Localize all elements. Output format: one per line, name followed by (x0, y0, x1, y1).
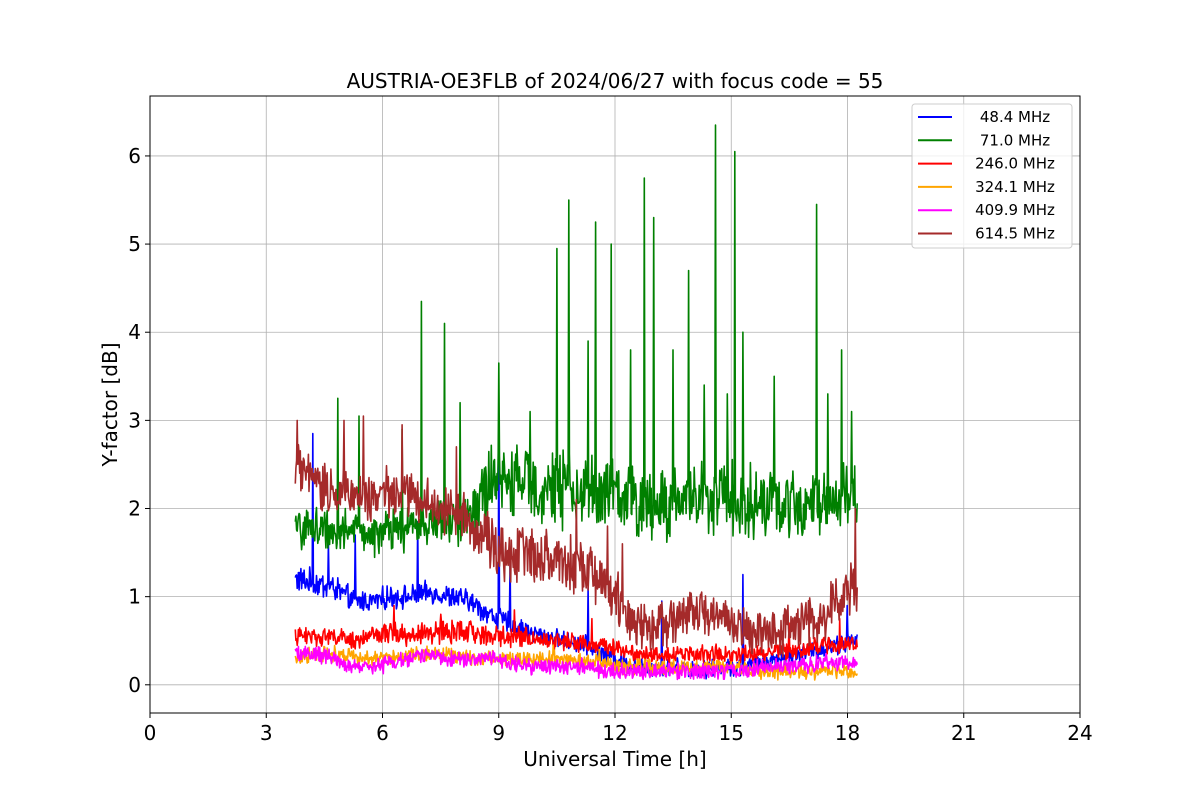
y-tick-label-4: 4 (128, 320, 141, 344)
legend-label-1: 71.0 MHz (980, 131, 1050, 149)
series-line-2 (294, 604, 858, 665)
legend: 48.4 MHz 71.0 MHz 246.0 MHz 324.1 MHz 409.9 … (911, 103, 1073, 249)
x-tick-label-2: 6 (376, 721, 389, 745)
y-tick-label-2: 2 (128, 497, 141, 521)
legend-label-4: 409.9 MHz (975, 201, 1055, 219)
x-tick-label-5: 15 (719, 721, 744, 745)
x-tick-label-0: 0 (144, 721, 157, 745)
x-tick-label-8: 24 (1067, 721, 1092, 745)
y-tick-label-1: 1 (128, 585, 141, 609)
x-axis-label: Universal Time [h] (523, 747, 706, 771)
y-axis-ticks: 0 1 2 3 4 5 6 (128, 144, 150, 697)
y-axis-label: Y-factor [dB] (98, 342, 122, 467)
x-tick-label-6: 18 (835, 721, 860, 745)
chart-title: AUSTRIA-OE3FLB of 2024/06/27 with focus … (347, 69, 884, 93)
y-tick-label-5: 5 (128, 232, 141, 256)
series-lines (294, 124, 858, 681)
legend-label-5: 614.5 MHz (975, 225, 1055, 243)
x-tick-label-4: 12 (602, 721, 627, 745)
x-tick-label-3: 9 (492, 721, 505, 745)
series-line-5 (294, 415, 858, 658)
x-tick-label-1: 3 (260, 721, 273, 745)
y-tick-label-0: 0 (128, 673, 141, 697)
legend-label-2: 246.0 MHz (975, 155, 1055, 173)
legend-label-3: 324.1 MHz (975, 178, 1055, 196)
y-tick-label-6: 6 (128, 144, 141, 168)
y-tick-label-3: 3 (128, 408, 141, 432)
series-line-4 (294, 645, 858, 681)
x-tick-label-7: 21 (951, 721, 976, 745)
legend-label-0: 48.4 MHz (980, 108, 1050, 126)
x-axis-ticks: 0 3 6 9 12 15 18 21 24 (144, 713, 1093, 745)
